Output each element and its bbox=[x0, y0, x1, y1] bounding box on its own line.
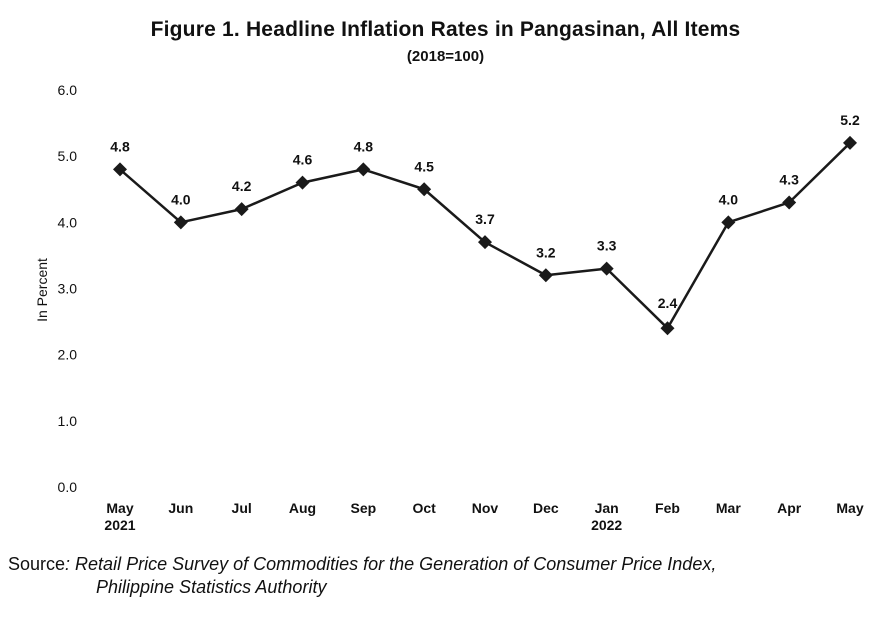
source-label: Source bbox=[8, 554, 66, 574]
x-tick-label: Oct bbox=[412, 500, 436, 516]
x-tick-label: May bbox=[836, 500, 863, 516]
line-chart: 0.01.02.03.04.05.06.0 In Percent May2021… bbox=[34, 82, 864, 533]
y-tick-label: 2.0 bbox=[58, 347, 78, 363]
y-tick-label: 5.0 bbox=[58, 148, 78, 164]
data-label: 4.0 bbox=[719, 191, 739, 207]
x-tick-year-label: 2022 bbox=[591, 517, 622, 533]
y-tick-label: 6.0 bbox=[58, 82, 78, 98]
x-tick-label: Aug bbox=[289, 500, 316, 516]
data-label: 4.8 bbox=[354, 138, 374, 154]
data-point-marker bbox=[356, 162, 371, 177]
data-label: 3.3 bbox=[597, 238, 617, 254]
x-tick-label: Dec bbox=[533, 500, 559, 516]
data-point-marker bbox=[782, 195, 797, 210]
x-tick-label: Sep bbox=[350, 500, 376, 516]
chart-title: Figure 1. Headline Inflation Rates in Pa… bbox=[150, 18, 741, 41]
series-markers bbox=[113, 135, 857, 336]
data-point-marker bbox=[660, 321, 675, 336]
y-tick-label: 3.0 bbox=[58, 281, 78, 297]
data-label: 4.8 bbox=[110, 138, 130, 154]
x-tick-label: Feb bbox=[655, 500, 680, 516]
data-point-marker bbox=[721, 215, 736, 230]
data-point-marker bbox=[173, 215, 188, 230]
data-point-marker bbox=[113, 162, 127, 177]
x-tick-label: Jan bbox=[595, 500, 619, 516]
data-label: 3.2 bbox=[536, 244, 556, 260]
data-point-marker bbox=[478, 235, 492, 250]
data-point-marker bbox=[417, 182, 432, 197]
y-tick-label: 0.0 bbox=[58, 479, 78, 495]
data-label: 3.7 bbox=[475, 211, 495, 227]
data-point-marker bbox=[843, 135, 857, 150]
x-tick-label: Jun bbox=[168, 500, 193, 516]
y-tick-label: 4.0 bbox=[58, 214, 78, 230]
data-labels: 4.8 4.0 4.2 4.6 4.8 4.5 3.7 3.2 3.3 2.4 4.0 4.3 5.2 bbox=[110, 112, 860, 311]
x-tick-label: Apr bbox=[777, 500, 802, 516]
x-tick-label: Jul bbox=[232, 500, 252, 516]
chart-subtitle: (2018=100) bbox=[406, 48, 485, 65]
y-axis-ticks: 0.0 1.0 2.0 3.0 4.0 5.0 6.0 bbox=[58, 82, 78, 495]
x-tick-year-label: 2021 bbox=[104, 517, 135, 533]
x-tick-label: Nov bbox=[472, 500, 499, 516]
data-label: 4.6 bbox=[293, 152, 313, 168]
data-point-marker bbox=[538, 268, 553, 283]
source-line-2: Philippine Statistics Authority bbox=[96, 577, 327, 597]
data-label: 4.5 bbox=[414, 158, 434, 174]
data-label: 4.0 bbox=[171, 191, 191, 207]
data-label: 2.4 bbox=[658, 295, 678, 311]
source-line-1: : Retail Price Survey of Commodities for… bbox=[65, 554, 717, 574]
x-tick-label: Mar bbox=[716, 500, 741, 516]
y-axis-label: In Percent bbox=[34, 258, 50, 322]
data-point-marker bbox=[295, 175, 310, 190]
data-point-marker bbox=[234, 202, 249, 217]
source-note: Source: Retail Price Survey of Commoditi… bbox=[8, 553, 716, 599]
x-tick-label: May bbox=[106, 500, 133, 516]
data-point-marker bbox=[599, 261, 614, 276]
data-label: 4.2 bbox=[232, 178, 252, 194]
y-tick-label: 1.0 bbox=[58, 413, 78, 429]
data-label: 5.2 bbox=[840, 112, 860, 128]
data-label: 4.3 bbox=[779, 171, 799, 187]
